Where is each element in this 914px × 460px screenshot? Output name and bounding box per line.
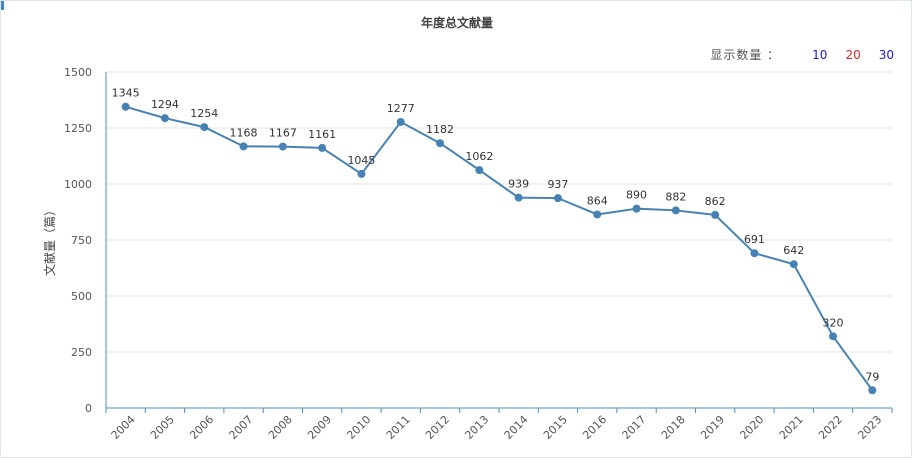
- x-tick-label: 2010: [344, 413, 373, 442]
- data-label: 937: [547, 178, 568, 191]
- data-point: [278, 142, 287, 151]
- data-point: [829, 332, 838, 341]
- x-tick-label: 2023: [855, 413, 884, 442]
- y-tick-label: 1500: [64, 66, 92, 79]
- display-count-option-20[interactable]: 20: [845, 47, 861, 62]
- data-point: [632, 204, 641, 213]
- display-count-label: 显示数量 ：: [710, 48, 781, 62]
- x-tick-label: 2022: [816, 413, 845, 442]
- y-tick-label: 500: [71, 290, 92, 303]
- display-count-option-30[interactable]: 30: [878, 47, 894, 62]
- y-tick-label: 1000: [64, 178, 92, 191]
- data-point: [396, 117, 405, 126]
- data-label: 1062: [465, 150, 493, 163]
- data-point: [711, 210, 720, 219]
- data-point: [475, 166, 484, 175]
- data-label: 862: [705, 195, 726, 208]
- data-point: [318, 143, 327, 152]
- grid-lines: [106, 71, 892, 353]
- data-label: 1167: [269, 127, 297, 140]
- data-point: [436, 139, 445, 148]
- x-tick-label: 2009: [305, 413, 334, 442]
- data-label: 1182: [426, 123, 454, 136]
- data-point: [868, 386, 877, 395]
- data-point: [593, 210, 602, 219]
- data-point: [553, 194, 562, 203]
- y-axis-title: 文献量（篇）: [42, 204, 57, 276]
- x-tick-label: 2012: [423, 413, 452, 442]
- data-point: [357, 169, 366, 178]
- x-tick-label: 2016: [580, 413, 609, 442]
- data-point: [160, 114, 169, 123]
- data-label: 1168: [230, 126, 258, 139]
- data-label: 864: [587, 194, 608, 207]
- corner-accent: [1, 1, 4, 10]
- x-tick-label: 2014: [502, 413, 531, 442]
- data-label: 882: [665, 190, 686, 203]
- x-tick-label: 2007: [227, 413, 256, 442]
- x-tick-label: 2021: [777, 413, 806, 442]
- data-point: [200, 123, 209, 132]
- data-point: [789, 260, 798, 269]
- x-tick-label: 2004: [109, 413, 138, 442]
- data-point: [121, 102, 130, 111]
- axes: 0 250 500 750 1000 1250 1500 2004 2005 2006 2007 20…: [64, 66, 893, 442]
- data-label: 1345: [112, 87, 140, 100]
- x-tick-label: 2017: [620, 413, 649, 442]
- y-tick-label: 750: [71, 234, 92, 247]
- x-tick-label: 2020: [737, 413, 766, 442]
- series-line: [125, 105, 874, 391]
- data-point: [671, 206, 680, 215]
- data-label: 1294: [151, 98, 179, 111]
- data-point: [514, 193, 523, 202]
- y-tick-label: 250: [71, 346, 92, 359]
- data-label: 1277: [387, 102, 415, 115]
- y-tick-label: 0: [85, 402, 92, 415]
- data-label: 1045: [347, 154, 375, 167]
- y-tick-label: 1250: [64, 122, 92, 135]
- display-count-selector: 显示数量 ： 10 20 30: [710, 46, 894, 63]
- data-label: 79: [865, 370, 879, 383]
- data-label: 1161: [308, 128, 336, 141]
- chart-title: 年度总文献量: [420, 16, 493, 30]
- data-label: 1254: [190, 107, 218, 120]
- x-tick-label: 2013: [462, 413, 491, 442]
- x-tick-label: 2011: [384, 413, 413, 442]
- x-tick-label: 2015: [541, 413, 570, 442]
- x-tick-label: 2008: [266, 413, 295, 442]
- x-tick-label: 2005: [148, 413, 177, 442]
- x-tick-label: 2018: [659, 413, 688, 442]
- data-label: 691: [744, 233, 765, 246]
- data-label: 939: [508, 178, 529, 191]
- series-layer: 1345 1294 1254 1168 1167 1161 1045 1277 1182 1062…: [112, 87, 879, 395]
- data-label: 890: [626, 189, 647, 202]
- x-tick-label: 2019: [698, 413, 727, 442]
- data-point: [239, 142, 248, 151]
- display-count-option-10[interactable]: 10: [812, 47, 828, 62]
- data-label: 320: [823, 316, 844, 329]
- data-label: 642: [783, 244, 804, 257]
- x-tick-label: 2006: [187, 413, 216, 442]
- data-point: [750, 249, 759, 258]
